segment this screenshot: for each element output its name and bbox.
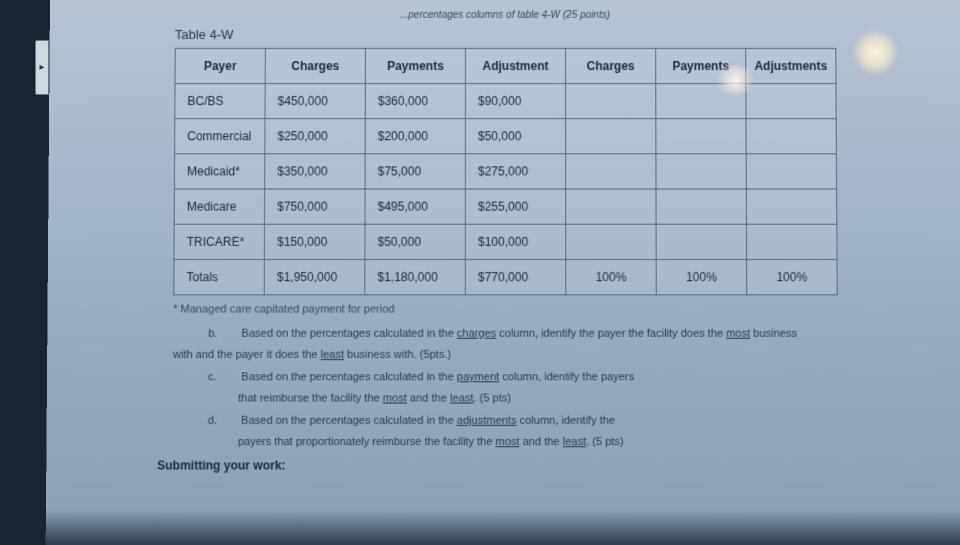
table-row: TRICARE*$150,000$50,000$100,000 — [174, 224, 837, 259]
table-cell: Medicaid* — [174, 154, 264, 189]
question-b-line2: with and the payer it does the least bus… — [173, 346, 933, 363]
table-cell: Commercial — [175, 119, 265, 154]
col-adjustment: Adjustment — [465, 49, 565, 84]
col-payments-pct: Payments — [656, 49, 746, 84]
table-row: Totals$1,950,000$1,180,000$770,000100%10… — [174, 260, 837, 295]
vignette — [46, 509, 960, 545]
table-cell: $50,000 — [365, 224, 465, 259]
table-cell: $50,000 — [465, 119, 565, 154]
table-cell: Medicare — [174, 189, 264, 224]
question-b: b. Based on the percentages calculated i… — [208, 326, 932, 343]
table-cell — [656, 119, 746, 154]
table-cell — [656, 84, 746, 119]
page-nav-tab[interactable]: ▸ — [35, 40, 49, 95]
table-cell: $200,000 — [365, 119, 465, 154]
table-footnote: * Managed care capitated payment for per… — [173, 303, 932, 315]
table-cell — [746, 189, 837, 224]
table-cell: $255,000 — [465, 189, 565, 224]
submit-heading: Submitting your work: — [157, 458, 933, 472]
q-letter: c. — [208, 369, 238, 386]
table-cell: $250,000 — [265, 119, 365, 154]
table-cell — [566, 84, 656, 119]
q-letter: b. — [208, 326, 238, 343]
question-c-line2: that reimburse the facility the most and… — [238, 390, 933, 407]
table-cell: 100% — [566, 260, 657, 295]
table-cell — [656, 224, 747, 259]
table-header-row: Payer Charges Payments Adjustment Charge… — [175, 49, 836, 84]
table-cell: Totals — [174, 260, 265, 295]
table-cell: $1,180,000 — [365, 260, 466, 295]
table-cell — [656, 154, 746, 189]
col-charges-pct: Charges — [566, 49, 656, 84]
table-cell: $450,000 — [265, 84, 365, 119]
question-c: c. Based on the percentages calculated i… — [208, 369, 933, 386]
table-cell — [746, 154, 836, 189]
table-cell: $275,000 — [465, 154, 565, 189]
col-adjust-pct: Adjustments — [746, 49, 836, 84]
table-cell: TRICARE* — [174, 224, 265, 259]
q-letter: d. — [208, 413, 238, 430]
col-payments: Payments — [365, 49, 465, 84]
table-cell — [746, 224, 837, 259]
table-cell — [566, 189, 656, 224]
table-row: Medicaid*$350,000$75,000$275,000 — [174, 154, 836, 189]
table-cell — [566, 224, 656, 259]
question-d-line2: payers that proportionately reimburse th… — [238, 433, 933, 450]
table-cell: 100% — [656, 260, 747, 295]
table-cell — [566, 154, 656, 189]
document-page: ...percentages columns of table 4-W (25 … — [46, 0, 960, 545]
table-row: Medicare$750,000$495,000$255,000 — [174, 189, 837, 224]
table-cell: $1,950,000 — [264, 260, 365, 295]
table-cell: $100,000 — [465, 224, 565, 259]
table-cell — [746, 84, 836, 119]
table-row: Commercial$250,000$200,000$50,000 — [175, 119, 837, 154]
question-d: d. Based on the percentages calculated i… — [208, 413, 933, 430]
table-cell: $90,000 — [465, 84, 565, 119]
table-cell — [656, 189, 746, 224]
table-cell: $75,000 — [365, 154, 465, 189]
nav-arrow-icon: ▸ — [39, 62, 44, 73]
table-cell: BC/BS — [175, 84, 265, 119]
table-row: BC/BS$450,000$360,000$90,000 — [175, 84, 836, 119]
col-charges: Charges — [265, 49, 365, 84]
header-partial-text: ...percentages columns of table 4-W (25 … — [80, 10, 930, 21]
table-caption: Table 4-W — [175, 27, 931, 42]
table-cell — [746, 119, 836, 154]
table-cell: $150,000 — [264, 224, 365, 259]
table-cell: $350,000 — [265, 154, 365, 189]
table-cell: $360,000 — [365, 84, 465, 119]
table-cell: $495,000 — [365, 189, 465, 224]
table-cell: $770,000 — [465, 260, 566, 295]
table-cell: $750,000 — [265, 189, 365, 224]
table-cell — [566, 119, 656, 154]
payer-table: Payer Charges Payments Adjustment Charge… — [173, 48, 837, 295]
col-payer: Payer — [175, 49, 265, 84]
table-cell: 100% — [747, 260, 838, 295]
